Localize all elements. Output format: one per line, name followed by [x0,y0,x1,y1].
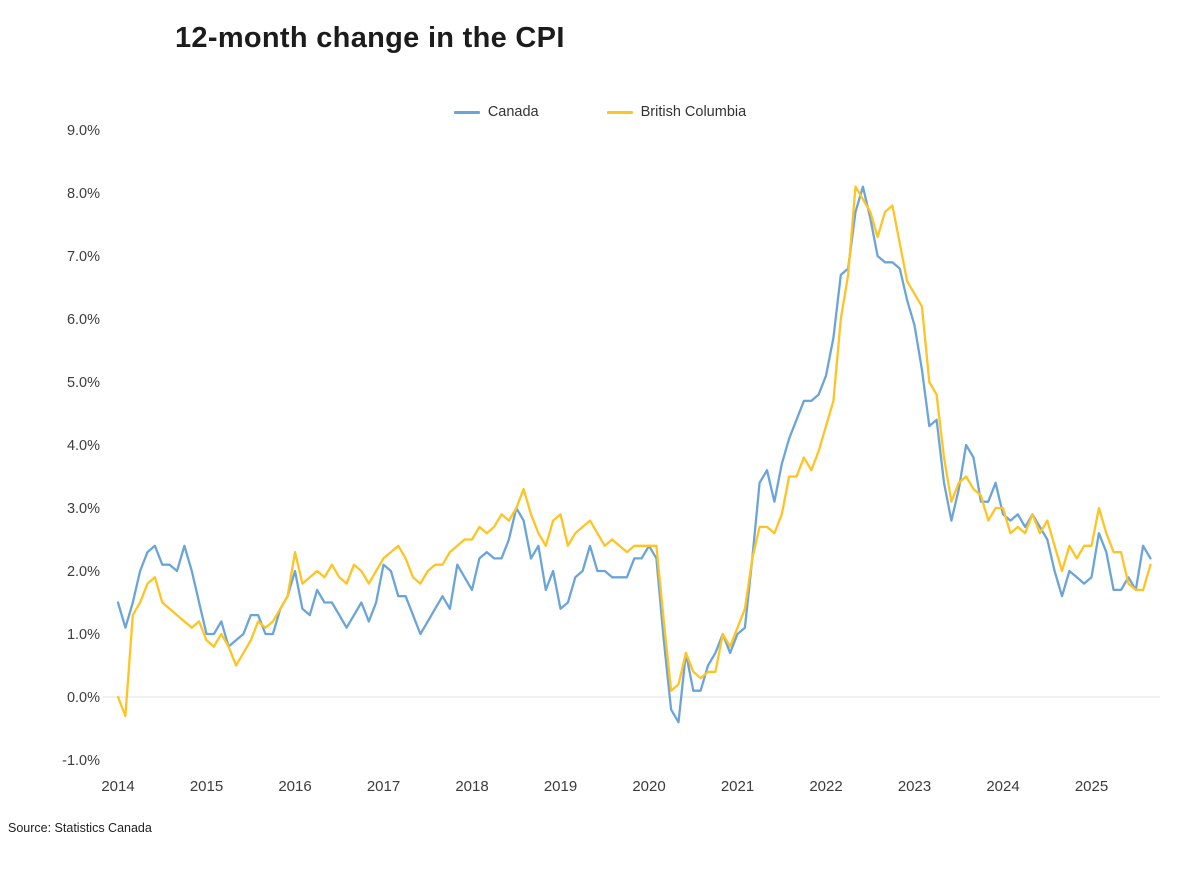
legend-label-canada: Canada [487,104,539,120]
x-axis-tick-label: 2022 [809,778,842,795]
x-axis-tick-label: 2019 [544,778,577,795]
x-axis-tick-label: 2021 [721,778,754,795]
british-columbia-line-swatch-icon [606,110,633,114]
y-axis-tick-label: 7.0% [67,249,100,265]
chart-legend: Canada British Columbia [0,104,1200,120]
x-axis-tick-label: 2024 [986,778,1019,795]
y-axis-tick-label: 0.0% [67,690,100,706]
y-axis-tick-label: 9.0% [67,123,100,139]
x-axis-tick-label: 2016 [278,778,311,795]
canada-line-swatch-icon [453,110,480,114]
y-axis-tick-label: 4.0% [67,438,100,454]
x-axis-tick-label: 2020 [632,778,665,795]
y-axis-tick-label: 1.0% [67,627,100,643]
legend-item-canada: Canada [453,104,539,120]
y-axis-tick-label: 6.0% [67,312,100,328]
page-title: 12-month change in the CPI [175,22,565,54]
source-note: Source: Statistics Canada [8,821,152,835]
x-axis-tick-label: 2025 [1075,778,1108,795]
x-axis-tick-label: 2018 [455,778,488,795]
y-axis-tick-label: 3.0% [67,501,100,517]
x-axis-tick-label: 2014 [101,778,134,795]
x-axis-tick-label: 2023 [898,778,931,795]
series-line-canada [116,185,1152,724]
legend-item-british-columbia: British Columbia [606,104,747,120]
y-axis-tick-label: 5.0% [67,375,100,391]
series-line-british-columbia [116,185,1152,718]
y-axis-tick-label: 2.0% [67,564,100,580]
x-axis-tick-label: 2015 [190,778,223,795]
x-axis-tick-label: 2017 [367,778,400,795]
legend-label-british-columbia: British Columbia [640,104,747,120]
y-axis-tick-label: 8.0% [67,186,100,202]
y-axis-tick-label: -1.0% [62,753,100,769]
